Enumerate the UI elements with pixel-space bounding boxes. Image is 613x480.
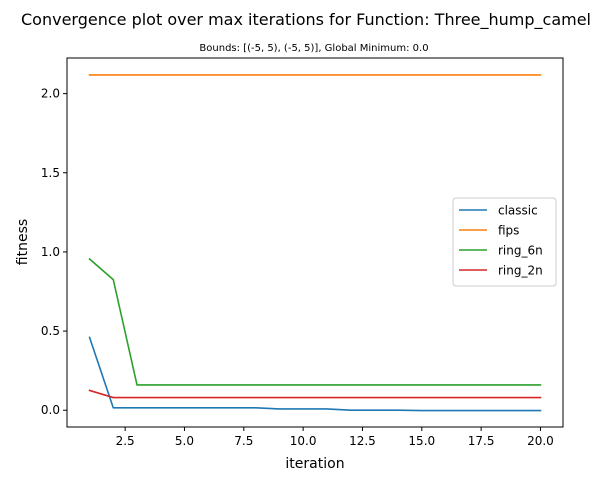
axes-frame bbox=[66, 57, 564, 428]
chart-title: Convergence plot over max iterations for… bbox=[21, 10, 591, 30]
legend-label-ring_2n: ring_2n bbox=[498, 264, 543, 278]
x-tick-label: 10.0 bbox=[290, 434, 317, 448]
y-tick-label: 1.5 bbox=[41, 166, 60, 180]
plot-area: 2.5 5.0 7.5 10.0 12.5 15.0 17.5 20.0 0.0 0.5 1.0 1… bbox=[41, 57, 564, 448]
legend: classic fips ring_6n ring_2n bbox=[452, 197, 557, 287]
x-tick-label: 2.5 bbox=[116, 434, 135, 448]
legend-box bbox=[452, 197, 557, 287]
x-tick-label: 15.0 bbox=[408, 434, 435, 448]
legend-label-classic: classic bbox=[498, 204, 538, 218]
series-line-ring_6n bbox=[88, 257, 542, 386]
x-tick-label: 12.5 bbox=[349, 434, 376, 448]
chart-subtitle: Bounds: [(-5, 5), (-5, 5)], Global Minim… bbox=[199, 43, 428, 54]
y-tick-label: 2.0 bbox=[41, 87, 60, 101]
y-tick-label: 1.0 bbox=[41, 245, 60, 259]
series-line-ring_2n bbox=[88, 389, 542, 399]
x-tick-label: 7.5 bbox=[234, 434, 253, 448]
y-tick-label: 0.0 bbox=[41, 403, 60, 417]
x-tick-label: 17.5 bbox=[468, 434, 495, 448]
y-tick-label: 0.5 bbox=[41, 324, 60, 338]
x-axis-label: iteration bbox=[285, 456, 344, 472]
series-line-classic bbox=[88, 336, 542, 412]
y-axis-label: fitness bbox=[15, 219, 31, 265]
x-tick-label: 5.0 bbox=[175, 434, 194, 448]
x-tick-label: 20.0 bbox=[527, 434, 554, 448]
legend-label-ring_6n: ring_6n bbox=[498, 244, 543, 258]
legend-label-fips: fips bbox=[498, 224, 519, 238]
